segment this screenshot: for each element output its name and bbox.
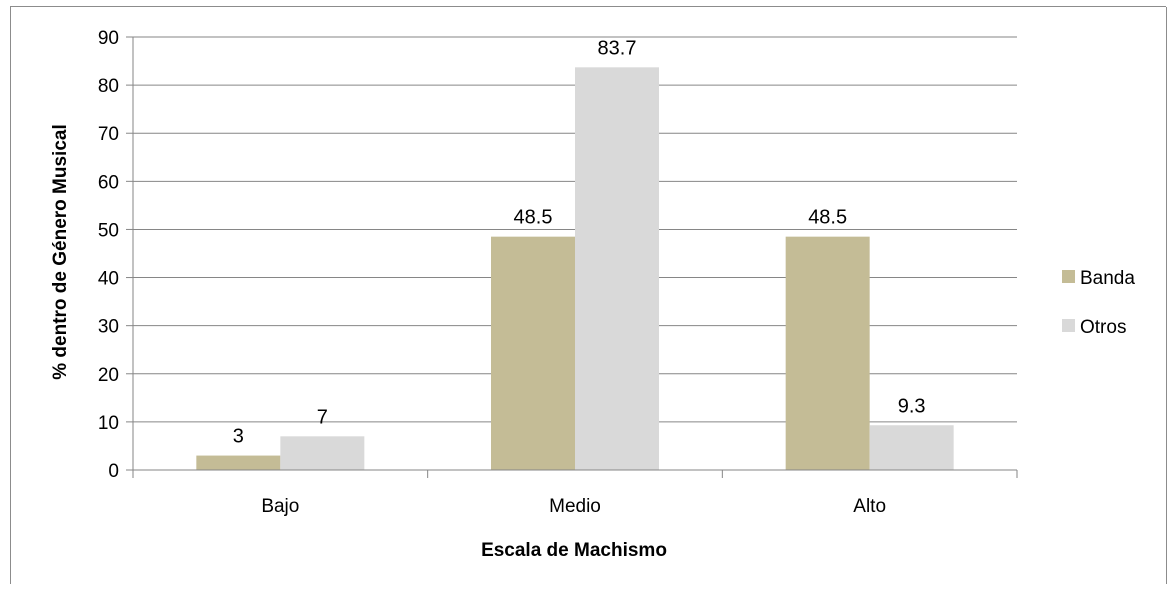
y-axis-title: % dentro de Género Musical	[50, 124, 71, 380]
y-tick-label: 50	[98, 220, 119, 241]
chart-frame	[10, 6, 1167, 584]
x-axis-title: Escala de Machismo	[481, 540, 667, 561]
bars	[196, 67, 954, 470]
y-tick-label: 40	[98, 269, 119, 290]
data-label: 7	[317, 406, 328, 428]
y-tick-label: 80	[98, 76, 119, 97]
bar-otros-medio	[575, 67, 659, 470]
y-tick-label: 0	[108, 461, 119, 482]
bar-banda-bajo	[196, 455, 281, 470]
data-label: 48.5	[808, 207, 847, 229]
legend: Banda Otros	[1062, 268, 1135, 338]
axes	[126, 36, 1018, 478]
y-tick-labels: 0 10 20 30 40 50 60 70 80 90	[98, 28, 119, 482]
y-tick-label: 10	[98, 413, 119, 434]
data-label: 48.5	[514, 207, 553, 229]
bar-otros-bajo	[280, 436, 365, 470]
x-tick-label: Bajo	[261, 496, 299, 517]
x-tick-label: Alto	[853, 496, 886, 517]
bar-otros-alto	[869, 425, 954, 470]
legend-label-banda: Banda	[1080, 268, 1135, 289]
y-tick-label: 60	[98, 172, 119, 193]
legend-swatch-banda	[1062, 270, 1075, 283]
data-labels: 3 7 48.5 83.7 48.5 9.3	[233, 37, 926, 447]
y-tick-label: 20	[98, 365, 119, 386]
bar-banda-alto	[785, 236, 870, 470]
x-tick-labels: Bajo Medio Alto	[261, 496, 886, 517]
legend-swatch-otros	[1062, 319, 1075, 332]
data-label: 83.7	[598, 37, 637, 59]
y-tick-label: 70	[98, 124, 119, 145]
bar-banda-medio	[491, 236, 575, 470]
y-tick-label: 90	[98, 28, 119, 49]
data-label: 3	[233, 426, 244, 448]
legend-label-otros: Otros	[1080, 317, 1126, 338]
y-tick-label: 30	[98, 317, 119, 338]
x-tick-label: Medio	[549, 496, 601, 517]
data-label: 9.3	[898, 395, 926, 417]
